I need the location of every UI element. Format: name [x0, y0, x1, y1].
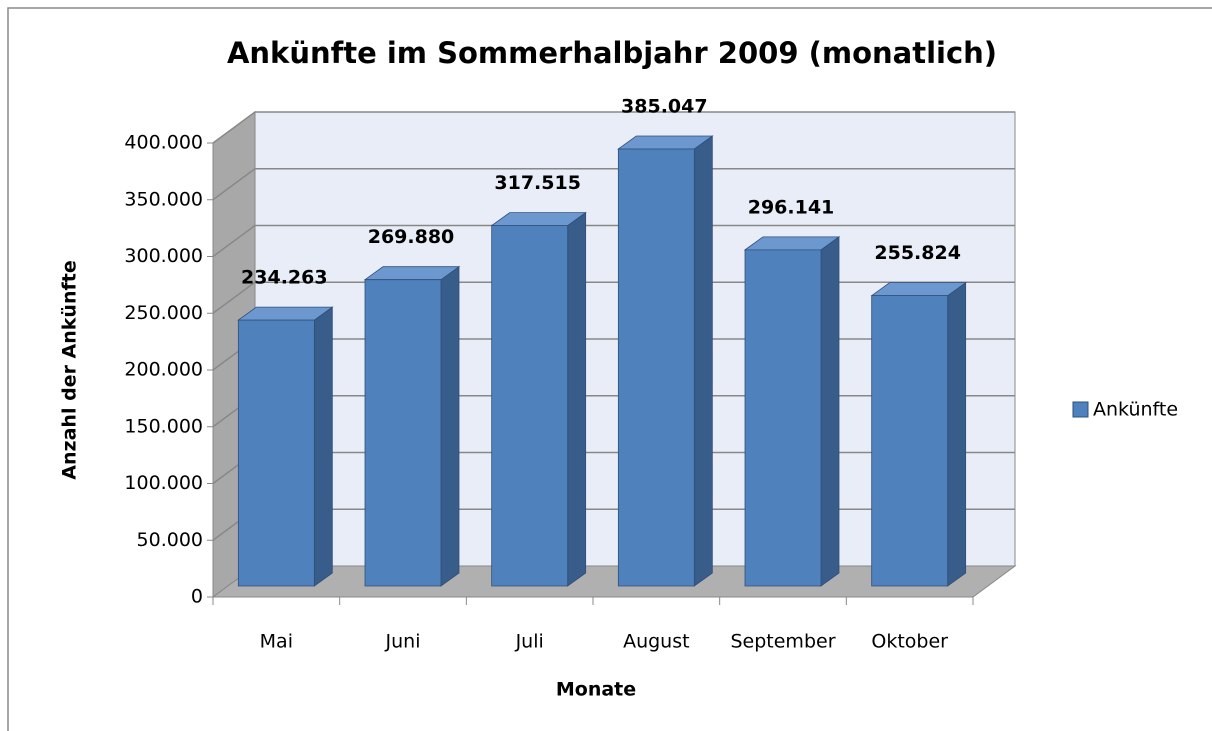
grid-line	[212, 168, 1015, 201]
y-tick-label: 250.000	[124, 302, 203, 324]
bar	[490, 211, 587, 587]
bar-side	[313, 306, 333, 587]
y-tick-label: 400.000	[124, 132, 203, 154]
y-axis-title: Anzahl der Ankünfte	[59, 260, 81, 479]
bar-side	[693, 135, 713, 587]
legend-label: Ankünfte	[1093, 399, 1178, 421]
data-label: 296.141	[748, 196, 835, 218]
grid-line	[212, 224, 1015, 258]
bar	[363, 265, 461, 587]
y-tick-label: 150.000	[124, 415, 203, 437]
x-tick-label: August	[623, 631, 690, 653]
bar-side	[440, 265, 460, 587]
bar-front	[237, 319, 315, 587]
data-label: 234.263	[241, 267, 328, 289]
bar-side	[947, 281, 967, 587]
bar	[617, 135, 714, 587]
bar-front	[364, 279, 442, 587]
y-tick-label: 350.000	[124, 188, 203, 210]
y-tick-label: 200.000	[124, 359, 203, 381]
y-tick-label: 100.000	[124, 472, 203, 494]
x-tick-label: Juli	[515, 631, 544, 653]
bar	[743, 236, 841, 587]
x-tick-label: Oktober	[871, 631, 948, 653]
x-tick-label: September	[730, 631, 835, 653]
bar	[870, 281, 967, 587]
chart-border	[7, 7, 1212, 731]
data-label: 385.047	[621, 95, 708, 117]
data-label: 255.824	[874, 242, 961, 264]
data-label: 269.880	[368, 226, 455, 248]
bar-side	[820, 236, 840, 587]
data-label: 317.515	[494, 172, 581, 194]
y-tick-label: 300.000	[124, 245, 203, 267]
bar-front	[871, 295, 949, 587]
legend-swatch	[1072, 401, 1089, 418]
y-tick-label: 0	[191, 586, 203, 608]
x-tick-label: Juni	[385, 631, 421, 653]
bar-side	[567, 211, 587, 587]
x-axis-title: Monate	[556, 679, 636, 701]
bar	[237, 306, 334, 587]
grid-line	[212, 111, 1015, 144]
bar-front	[491, 225, 569, 587]
bar-front	[617, 148, 695, 587]
x-tick-label: Mai	[260, 631, 293, 653]
chart-title: Ankünfte im Sommerhalbjahr 2009 (monatli…	[227, 36, 997, 70]
bar-front	[744, 249, 822, 587]
y-tick-label: 50.000	[137, 529, 203, 551]
